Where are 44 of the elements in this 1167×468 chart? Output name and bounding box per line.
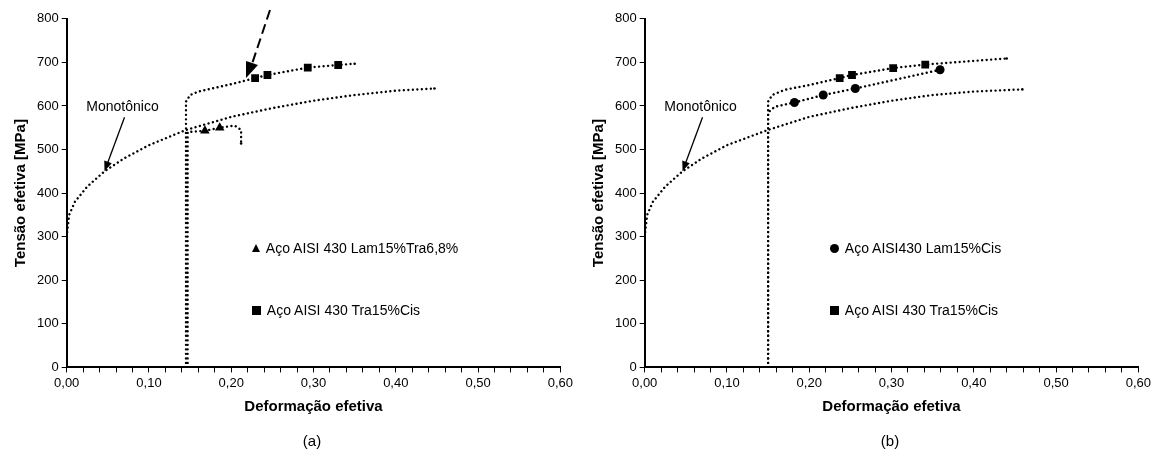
x-tick-label: 0,10 (714, 374, 740, 390)
x-tick-label: 0,30 (878, 374, 905, 390)
y-tick-label: 800 (36, 10, 59, 26)
y-tick-label: 200 (36, 271, 59, 287)
y-tick-label: 600 (614, 97, 637, 113)
x-tick-label: 0,20 (796, 374, 822, 390)
x-tick-label: 0,00 (54, 374, 80, 390)
annotation: Monotônico (664, 98, 737, 115)
y-tick-label: 700 (36, 53, 59, 69)
text: (b) (879, 432, 901, 449)
x-tick-label: 0,00 (632, 374, 658, 390)
y-tick-label: 500 (614, 141, 637, 157)
legend-label: Aço AISI430 Lam15%Cis (844, 240, 1002, 257)
y-tick-label: 0 (629, 358, 637, 374)
y-axis-title: Tensão efetiva [MPa] (11, 119, 29, 268)
x-tick-label: 0,50 (1043, 374, 1069, 390)
y-tick-label: 700 (614, 53, 637, 69)
y-tick-label: 100 (614, 315, 637, 331)
x-tick-label: 0,20 (218, 374, 244, 390)
x-tick-label: 0,60 (547, 374, 574, 390)
x-axis-title: Deformação efetiva (822, 397, 962, 415)
x-tick-label: 0,30 (300, 374, 327, 390)
y-tick-label: 300 (614, 228, 637, 244)
x-tick-label: 0,40 (961, 374, 987, 390)
legend-label: Aço AISI 430 Lam15%Tra6,8% (265, 240, 459, 257)
y-tick-label: 800 (614, 10, 637, 26)
y-tick-label: 400 (36, 184, 59, 200)
y-tick-label: 200 (614, 271, 637, 287)
y-tick-label: 0 (51, 358, 59, 374)
legend-label: Aço AISI 430 Tra15%Cis (844, 302, 999, 319)
x-tick-label: 0,50 (465, 374, 491, 390)
x-tick-label: 0,60 (1125, 374, 1152, 390)
text: (a) (301, 432, 323, 449)
y-tick-label: 600 (36, 97, 59, 113)
x-tick-label: 0,10 (136, 374, 162, 390)
y-tick-label: 300 (36, 228, 59, 244)
y-tick-label: 400 (614, 184, 637, 200)
x-axis-title: Deformação efetiva (244, 397, 384, 415)
x-tick-label: 0,40 (383, 374, 409, 390)
legend-label: Aço AISI 430 Tra15%Cis (266, 302, 421, 319)
y-tick-label: 100 (36, 315, 59, 331)
y-tick-label: 500 (36, 141, 59, 157)
annotation: Monotônico (86, 98, 159, 115)
y-axis-title: Tensão efetiva [MPa] (589, 119, 607, 268)
